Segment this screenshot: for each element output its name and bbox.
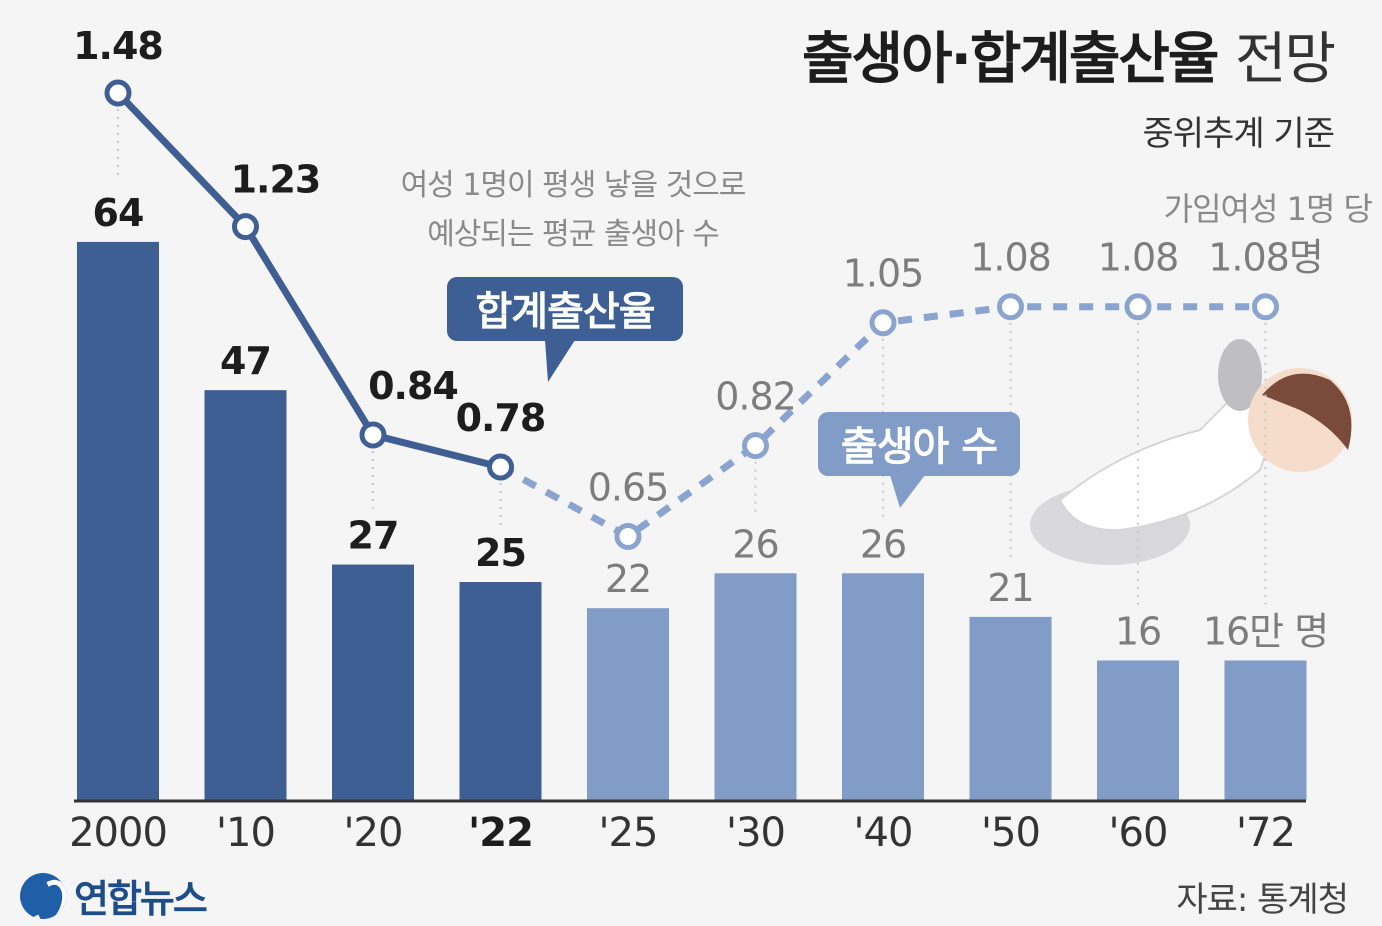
rate-point [614, 522, 642, 550]
x-tick-label: '22 [468, 810, 533, 856]
x-tick-label: '25 [599, 810, 658, 856]
definition-note-line2: 예상되는 평균 출생아 수 [427, 217, 719, 252]
x-tick-label: '10 [216, 810, 275, 856]
bar-value-label: 22 [605, 557, 651, 601]
bar-value-label: 47 [220, 339, 271, 383]
baby-body-shape [1058, 378, 1269, 532]
rate-value-label: 1.48 [73, 24, 163, 68]
rate-value-label: 1.05 [843, 252, 924, 296]
rate-point [1124, 293, 1152, 321]
page-title: 출생아·합계출산율 전망 [802, 14, 1336, 95]
rate-value-label: 1.23 [231, 158, 321, 202]
page-subtitle: 중위추계 기준 [1142, 114, 1335, 154]
rate-point [742, 432, 769, 460]
bar-value-label: 16 [1115, 609, 1161, 653]
baby-hair-shape [1262, 373, 1352, 450]
x-tick-label: '50 [981, 810, 1040, 856]
per-woman-note: 가임여성 1명 당 [1164, 190, 1373, 228]
source-note: 자료: 통계청 [1176, 880, 1349, 920]
x-tick-label: '20 [344, 810, 403, 856]
rate-value-label: 1.08명 [1208, 236, 1323, 280]
rate-line-actual [115, 90, 502, 471]
births-callout-box [818, 412, 1020, 476]
baby-illustration [1030, 339, 1352, 565]
x-tick-label: '60 [1109, 810, 1168, 856]
rate-point [359, 421, 387, 449]
rate-point [869, 309, 897, 337]
baby-sleeve-shape [1218, 339, 1262, 411]
rate-point [487, 453, 514, 481]
yonhap-logo: 연합뉴스 [20, 868, 208, 923]
rate-point [997, 293, 1024, 321]
bar-'50 [969, 616, 1052, 800]
rate-callout: 합계출산율 [447, 277, 683, 382]
bar-'60 [1097, 660, 1179, 800]
rate-callout-pointer [545, 340, 575, 382]
rate-value-label: 1.08 [1098, 236, 1179, 280]
bar-value-label: 21 [987, 566, 1033, 610]
yonhap-logo-icon [20, 872, 66, 919]
rate-callout-text: 합계출산율 [476, 289, 655, 335]
bar-'72 [1224, 660, 1307, 800]
bar-'25 [587, 608, 669, 800]
bar-'10 [204, 390, 287, 800]
title-tail-text: 전망 [1234, 27, 1336, 92]
x-tick-label: '72 [1236, 810, 1295, 856]
rate-point [104, 79, 132, 107]
rate-value-label: 0.84 [368, 364, 458, 408]
births-callout-text: 출생아 수 [841, 424, 997, 470]
bar-value-label: 27 [348, 514, 399, 558]
rate-value-label: 0.82 [715, 375, 796, 419]
bar-2000 [77, 241, 159, 801]
bar-'22 [459, 582, 542, 800]
bar-value-label: 26 [860, 522, 906, 566]
births-callout-pointer [890, 475, 925, 508]
rate-value-label: 0.78 [456, 396, 546, 440]
bar-'20 [332, 564, 414, 800]
logo-text: 연합뉴스 [74, 877, 208, 921]
bar-'40 [842, 573, 924, 800]
rate-value-label: 1.08 [970, 236, 1051, 280]
bar-'30 [714, 573, 797, 800]
rate-point [1252, 293, 1279, 321]
x-tick-label: 2000 [69, 810, 167, 856]
bar-value-label: 64 [93, 191, 144, 235]
births-callout: 출생아 수 [818, 412, 1020, 508]
x-tick-label: '30 [726, 810, 785, 856]
bar-value-label: 26 [732, 522, 778, 566]
rate-callout-box [447, 277, 683, 341]
rate-point [232, 213, 259, 241]
x-tick-label: '40 [854, 810, 913, 856]
bar-value-label: 25 [475, 531, 526, 575]
rate-value-label: 0.65 [588, 465, 669, 509]
title-main-text: 출생아·합계출산율 [802, 27, 1219, 92]
bar-value-label: 16만 명 [1203, 609, 1328, 653]
definition-note-line1: 여성 1명이 평생 낳을 것으로 [401, 168, 746, 203]
